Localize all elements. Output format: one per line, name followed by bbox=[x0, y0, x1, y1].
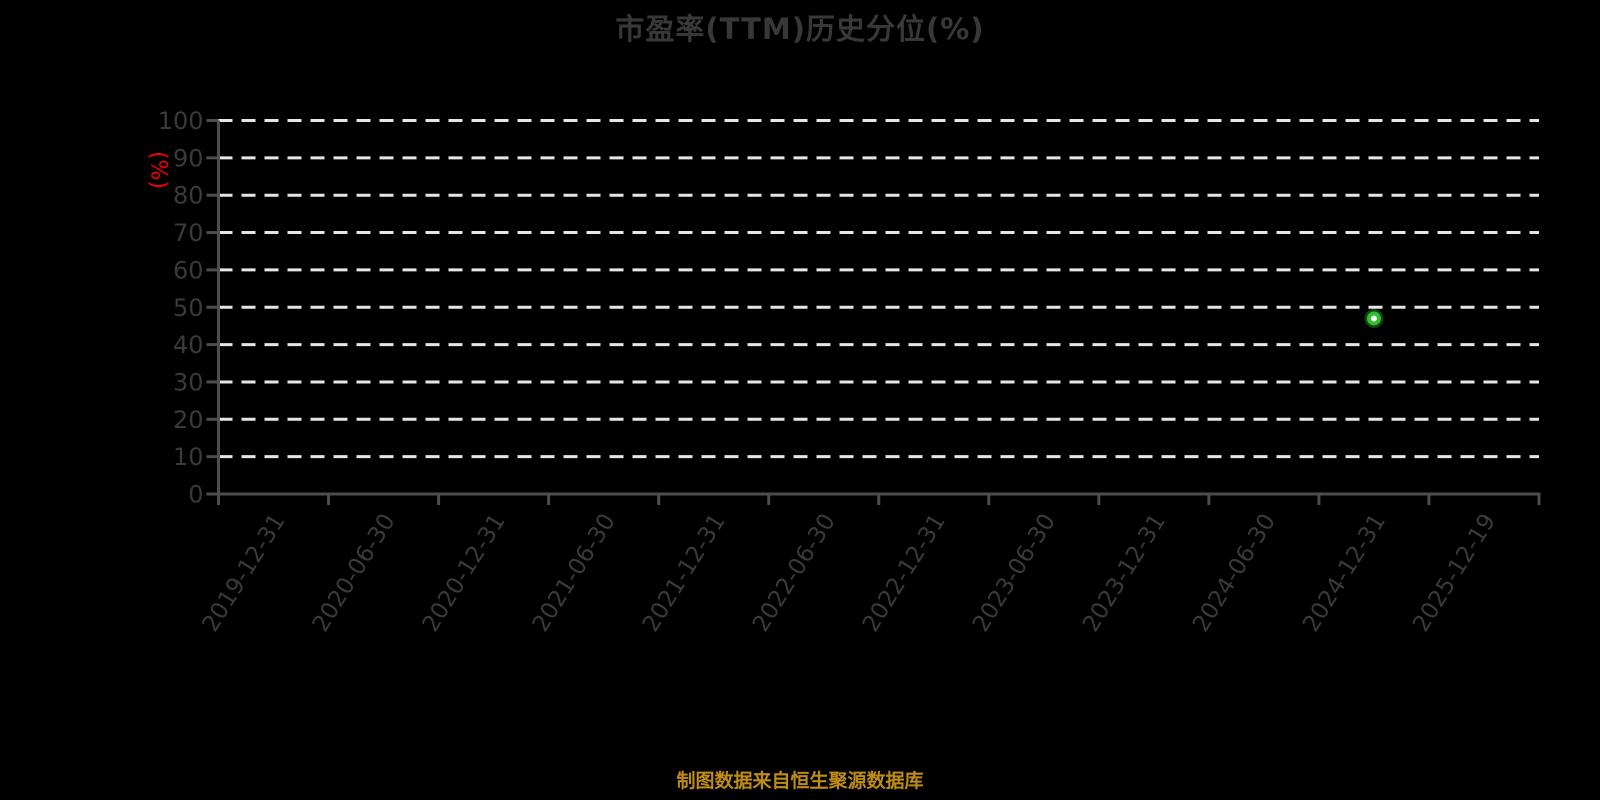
y-tick-label: 100 bbox=[158, 107, 204, 135]
y-tick-label: 50 bbox=[173, 294, 204, 322]
y-axis-unit-label: (%) bbox=[146, 151, 171, 189]
x-tick-label: 2021-12-31 bbox=[638, 509, 731, 636]
y-tick-label: 60 bbox=[173, 256, 204, 284]
x-tick-label: 2019-12-31 bbox=[198, 509, 291, 636]
x-tick-label: 2024-12-31 bbox=[1298, 509, 1391, 636]
x-tick-label: 2024-06-30 bbox=[1188, 509, 1281, 636]
y-tick-label: 0 bbox=[188, 481, 203, 509]
x-tick-label: 2023-12-31 bbox=[1078, 509, 1171, 636]
y-tick-label: 40 bbox=[173, 331, 204, 359]
y-tick-label: 90 bbox=[173, 144, 204, 172]
chart-title: 市盈率(TTM)历史分位(%) bbox=[615, 12, 985, 46]
x-tick-label: 2023-06-30 bbox=[968, 509, 1061, 636]
data-source-note: 制图数据来自恒生聚源数据库 bbox=[676, 770, 924, 792]
x-tick-label: 2022-06-30 bbox=[748, 509, 841, 636]
data-point[interactable] bbox=[1366, 311, 1381, 326]
x-tick-label: 2020-06-30 bbox=[308, 509, 401, 636]
x-tick-label: 2020-12-31 bbox=[418, 509, 511, 636]
y-tick-label: 10 bbox=[173, 443, 204, 471]
y-tick-label: 80 bbox=[173, 182, 204, 210]
y-tick-label: 30 bbox=[173, 368, 204, 396]
y-tick-label: 20 bbox=[173, 406, 204, 434]
y-tick-label: 70 bbox=[173, 219, 204, 247]
x-tick-label: 2021-06-30 bbox=[528, 509, 621, 636]
x-tick-label: 2022-12-31 bbox=[858, 509, 951, 636]
data-point-glow bbox=[1364, 308, 1384, 328]
x-tick-label: 2025-12-19 bbox=[1408, 509, 1501, 636]
